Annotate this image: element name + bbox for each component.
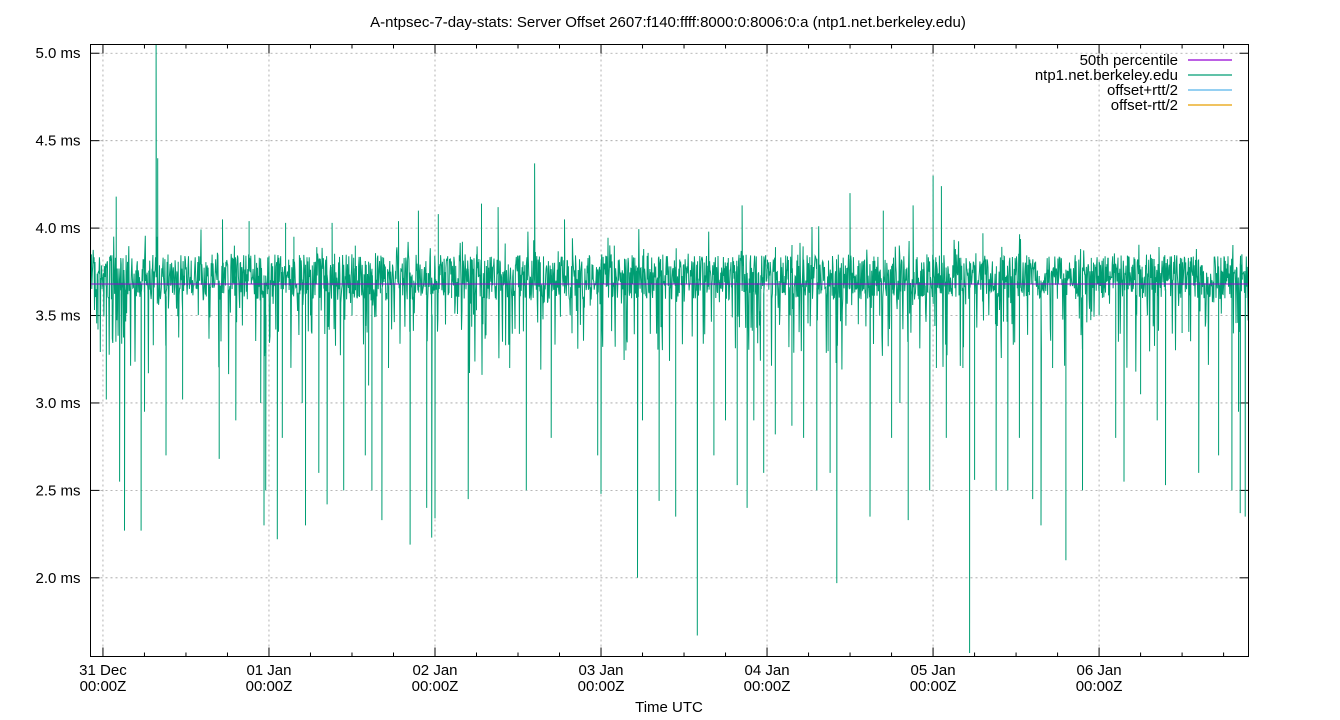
y-tick-label: 2.0 ms [35,570,80,587]
y-tick-label: 3.0 ms [35,395,80,412]
x-tick-label-date: 05 Jan [911,662,956,679]
chart-title: A-ntpsec-7-day-stats: Server Offset 2607… [370,14,966,31]
y-axis-ticks: 2.0 ms 2.5 ms 3.0 ms 3.5 ms 4.0 ms 4.5 ms 5.0 … [35,45,1249,587]
x-tick-label-date: 03 Jan [578,662,623,679]
x-tick-label-date: 02 Jan [412,662,457,679]
x-tick-label-time: 00:00Z [578,678,625,695]
offset-series-line [90,44,1249,654]
legend-label: offset+rtt/2 [1107,82,1178,99]
y-tick-label: 2.5 ms [35,482,80,499]
y-tick-label: 4.0 ms [35,220,80,237]
x-tick-label-time: 00:00Z [910,678,957,695]
legend-label: 50th percentile [1080,52,1178,69]
legend-label: ntp1.net.berkeley.edu [1035,67,1178,84]
x-axis-label: Time UTC [635,699,703,716]
x-tick-label-time: 00:00Z [412,678,459,695]
y-tick-label: 5.0 ms [35,45,80,62]
legend-label: offset-rtt/2 [1111,97,1178,114]
x-tick-label-date: 31 Dec [79,662,127,679]
series-layer [90,44,1249,654]
grid-lines [90,44,1249,657]
y-tick-label: 3.5 ms [35,308,80,325]
x-tick-label-time: 00:00Z [744,678,791,695]
x-tick-label-date: 01 Jan [246,662,291,679]
x-tick-label-time: 00:00Z [246,678,293,695]
legend: 50th percentilentp1.net.berkeley.eduoffs… [1035,52,1232,114]
x-tick-label-date: 04 Jan [745,662,790,679]
x-tick-label-date: 06 Jan [1077,662,1122,679]
x-tick-label-time: 00:00Z [1076,678,1123,695]
x-tick-label-time: 00:00Z [80,678,127,695]
y-tick-label: 4.5 ms [35,133,80,150]
plot-frame [90,44,1249,657]
